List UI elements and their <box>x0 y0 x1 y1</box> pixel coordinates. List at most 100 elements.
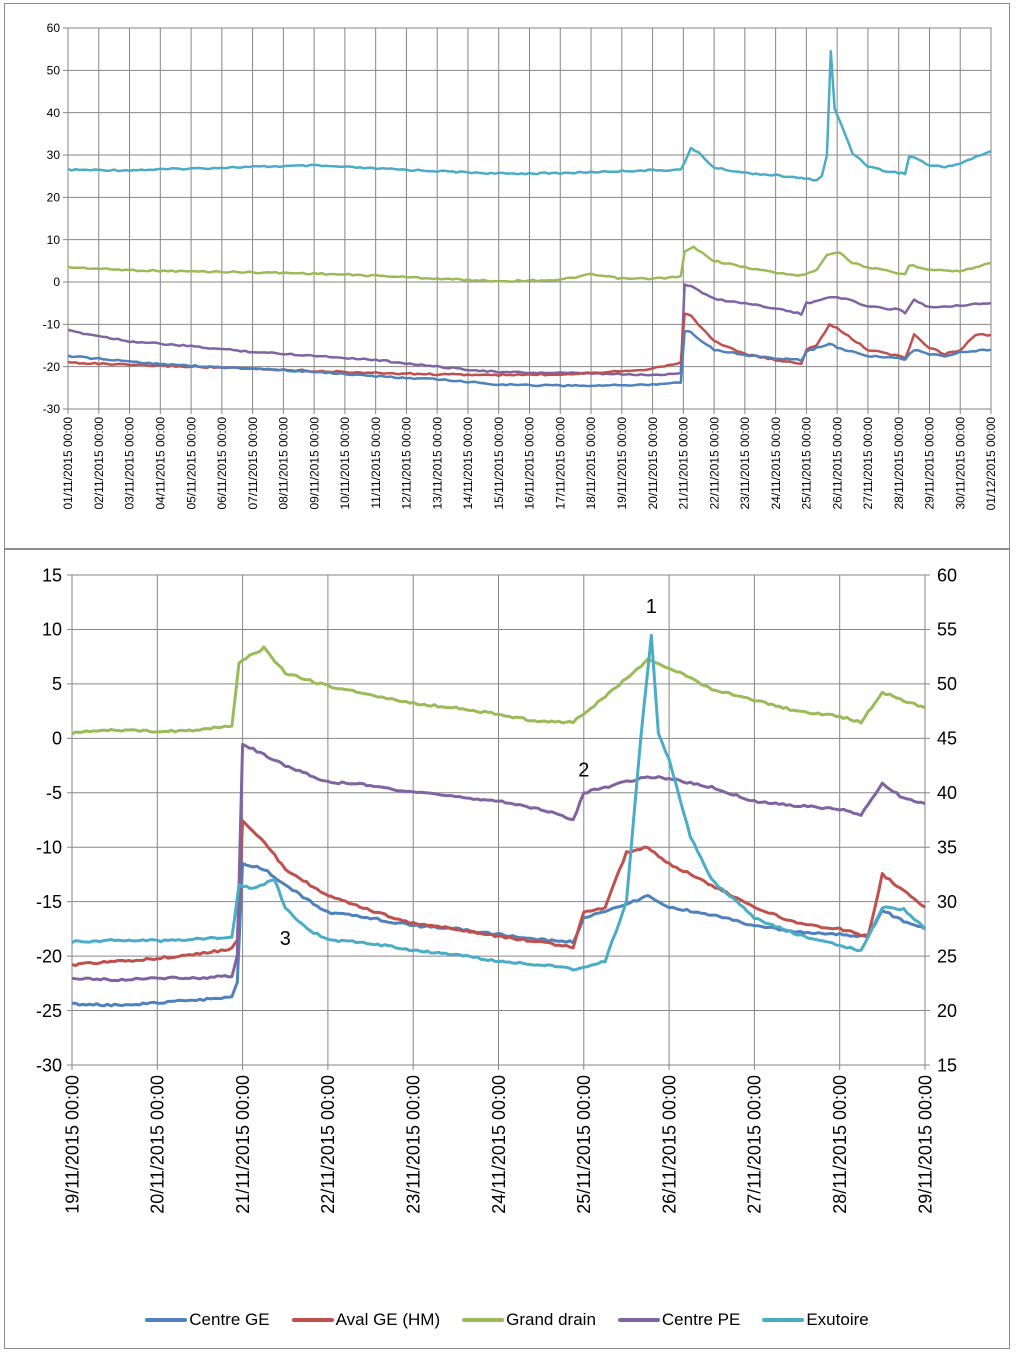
x-tick-label: 26/11/2015 00:00 <box>659 1075 679 1214</box>
x-tick-label: 19/11/2015 00:00 <box>615 417 629 510</box>
y-tick-label: -10 <box>36 838 62 858</box>
top-chart-series <box>67 49 992 388</box>
annotation-label: 1 <box>646 596 657 618</box>
x-tick-label: 06/11/2015 00:00 <box>215 417 229 510</box>
x-tick-label: 20/11/2015 00:00 <box>646 417 660 510</box>
x-tick-label: 18/11/2015 00:00 <box>584 417 598 510</box>
x-tick-label: 27/11/2015 00:00 <box>861 417 875 510</box>
y2-tick-label: 20 <box>937 1001 957 1021</box>
x-tick-label: 09/11/2015 00:00 <box>307 417 321 510</box>
y2-tick-label: 60 <box>937 565 957 585</box>
y-tick-label: -10 <box>43 318 61 332</box>
y2-tick-label: 15 <box>937 1055 957 1075</box>
x-tick-label: 25/11/2015 00:00 <box>800 417 814 510</box>
x-tick-label: 14/11/2015 00:00 <box>461 417 475 510</box>
x-tick-label: 29/11/2015 00:00 <box>923 417 937 510</box>
y2-tick-label: 55 <box>937 620 957 640</box>
x-tick-label: 30/11/2015 00:00 <box>953 417 967 510</box>
series-line-exutoire <box>67 49 992 182</box>
x-tick-label: 03/11/2015 00:00 <box>123 417 137 510</box>
x-tick-label: 25/11/2015 00:00 <box>574 1075 594 1214</box>
y-tick-label: 40 <box>47 106 61 120</box>
series-line-exutoire <box>71 633 927 972</box>
top-chart-x-axis: 01/11/2015 00:00 02/11/2015 00:00 03/11/20… <box>61 409 998 510</box>
top-chart-grid <box>67 27 992 410</box>
x-tick-label: 19/11/2015 00:00 <box>62 1075 82 1214</box>
legend-swatch <box>617 1318 660 1322</box>
y-tick-label: 20 <box>47 191 61 205</box>
x-tick-label: 26/11/2015 00:00 <box>830 417 844 510</box>
x-tick-label: 13/11/2015 00:00 <box>430 417 444 510</box>
x-tick-label: 27/11/2015 00:00 <box>745 1075 765 1214</box>
y-tick-label: 10 <box>42 620 62 640</box>
legend-label: Grand drain <box>506 1310 596 1329</box>
y2-tick-label: 45 <box>937 729 957 749</box>
y-tick-label: 60 <box>47 21 61 35</box>
legend-item: Centre GE <box>145 1310 270 1330</box>
legend-swatch <box>291 1318 334 1322</box>
top-chart-y-axis: -30 -20 -10 0 10 20 30 40 50 60 <box>43 21 68 416</box>
x-tick-label: 24/11/2015 00:00 <box>769 417 783 510</box>
y-tick-label: -15 <box>36 892 62 912</box>
x-tick-label: 20/11/2015 00:00 <box>148 1075 168 1214</box>
x-tick-label: 08/11/2015 00:00 <box>277 417 291 510</box>
x-tick-label: 07/11/2015 00:00 <box>246 417 260 510</box>
bottom-chart-right-y-axis: 15 20 25 30 35 40 45 50 55 60 <box>925 565 957 1075</box>
series-line-grand-drain <box>71 645 926 736</box>
y-tick-label: 10 <box>47 233 61 247</box>
bottom-chart-x-axis: 19/11/2015 00:00 20/11/2015 00:00 21/11/20… <box>62 1065 935 1214</box>
legend-label: Centre GE <box>189 1310 270 1329</box>
bottom-chart-annotations: 1 2 3 <box>280 596 657 950</box>
legend-label: Centre PE <box>661 1310 741 1329</box>
x-tick-label: 28/11/2015 00:00 <box>892 417 906 510</box>
y-tick-label: 15 <box>42 565 62 585</box>
series-line-centre-ge <box>67 329 992 388</box>
legend-label: Aval GE (HM) <box>335 1310 441 1329</box>
x-tick-label: 23/11/2015 00:00 <box>404 1075 424 1214</box>
chart-legend: Centre GE Aval GE (HM) Grand drain Centre P… <box>5 1307 1009 1333</box>
y2-tick-label: 50 <box>937 674 957 694</box>
x-tick-label: 02/11/2015 00:00 <box>92 417 106 510</box>
x-tick-label: 01/11/2015 00:00 <box>61 417 75 510</box>
y-tick-label: -30 <box>43 402 61 416</box>
x-tick-label: 16/11/2015 00:00 <box>523 417 537 510</box>
legend-swatch <box>762 1318 805 1322</box>
y2-tick-label: 25 <box>937 946 957 966</box>
annotation-label: 2 <box>578 759 589 781</box>
bottom-chart-panel: -30 -25 -20 -15 -10 -5 0 5 10 15 15 20 25 30 35 40 45 50… <box>4 549 1010 1349</box>
x-tick-label: 04/11/2015 00:00 <box>154 417 168 510</box>
x-tick-label: 21/11/2015 00:00 <box>233 1075 253 1214</box>
y-tick-label: 0 <box>53 275 60 289</box>
legend-swatch <box>462 1318 505 1322</box>
x-tick-label: 29/11/2015 00:00 <box>915 1075 935 1214</box>
bottom-chart-left-y-axis: -30 -25 -20 -15 -10 -5 0 5 10 15 <box>36 565 72 1075</box>
x-tick-label: 15/11/2015 00:00 <box>492 417 506 510</box>
x-tick-label: 22/11/2015 00:00 <box>707 417 721 510</box>
y2-tick-label: 40 <box>937 783 957 803</box>
x-tick-label: 01/12/2015 00:00 <box>984 417 998 511</box>
y-tick-label: 0 <box>52 729 62 749</box>
legend-swatch <box>145 1318 188 1322</box>
bottom-chart-grid <box>71 574 926 1066</box>
annotation-label: 3 <box>280 928 291 950</box>
series-line-grand-drain <box>67 245 992 283</box>
legend-item: Grand drain <box>462 1310 596 1330</box>
x-tick-label: 11/11/2015 00:00 <box>369 417 383 509</box>
legend-item: Centre PE <box>617 1310 741 1330</box>
x-tick-label: 23/11/2015 00:00 <box>738 417 752 510</box>
x-tick-label: 12/11/2015 00:00 <box>400 417 414 510</box>
x-tick-label: 22/11/2015 00:00 <box>318 1075 338 1214</box>
series-line-centre-pe <box>71 742 926 983</box>
y-tick-label: -5 <box>46 783 62 803</box>
y-tick-label: 30 <box>47 148 61 162</box>
y2-tick-label: 35 <box>937 838 957 858</box>
series-line-aval-ge-hm <box>71 819 926 968</box>
bottom-chart-series <box>71 633 927 1008</box>
y-tick-label: 5 <box>52 674 62 694</box>
legend-item: Aval GE (HM) <box>291 1310 441 1330</box>
x-tick-label: 10/11/2015 00:00 <box>338 417 352 510</box>
x-tick-label: 24/11/2015 00:00 <box>489 1075 509 1214</box>
top-chart-panel: -30 -20 -10 0 10 20 30 40 50 60 01/11/2015 00:00 0… <box>4 3 1010 549</box>
y-tick-label: -30 <box>36 1055 62 1075</box>
